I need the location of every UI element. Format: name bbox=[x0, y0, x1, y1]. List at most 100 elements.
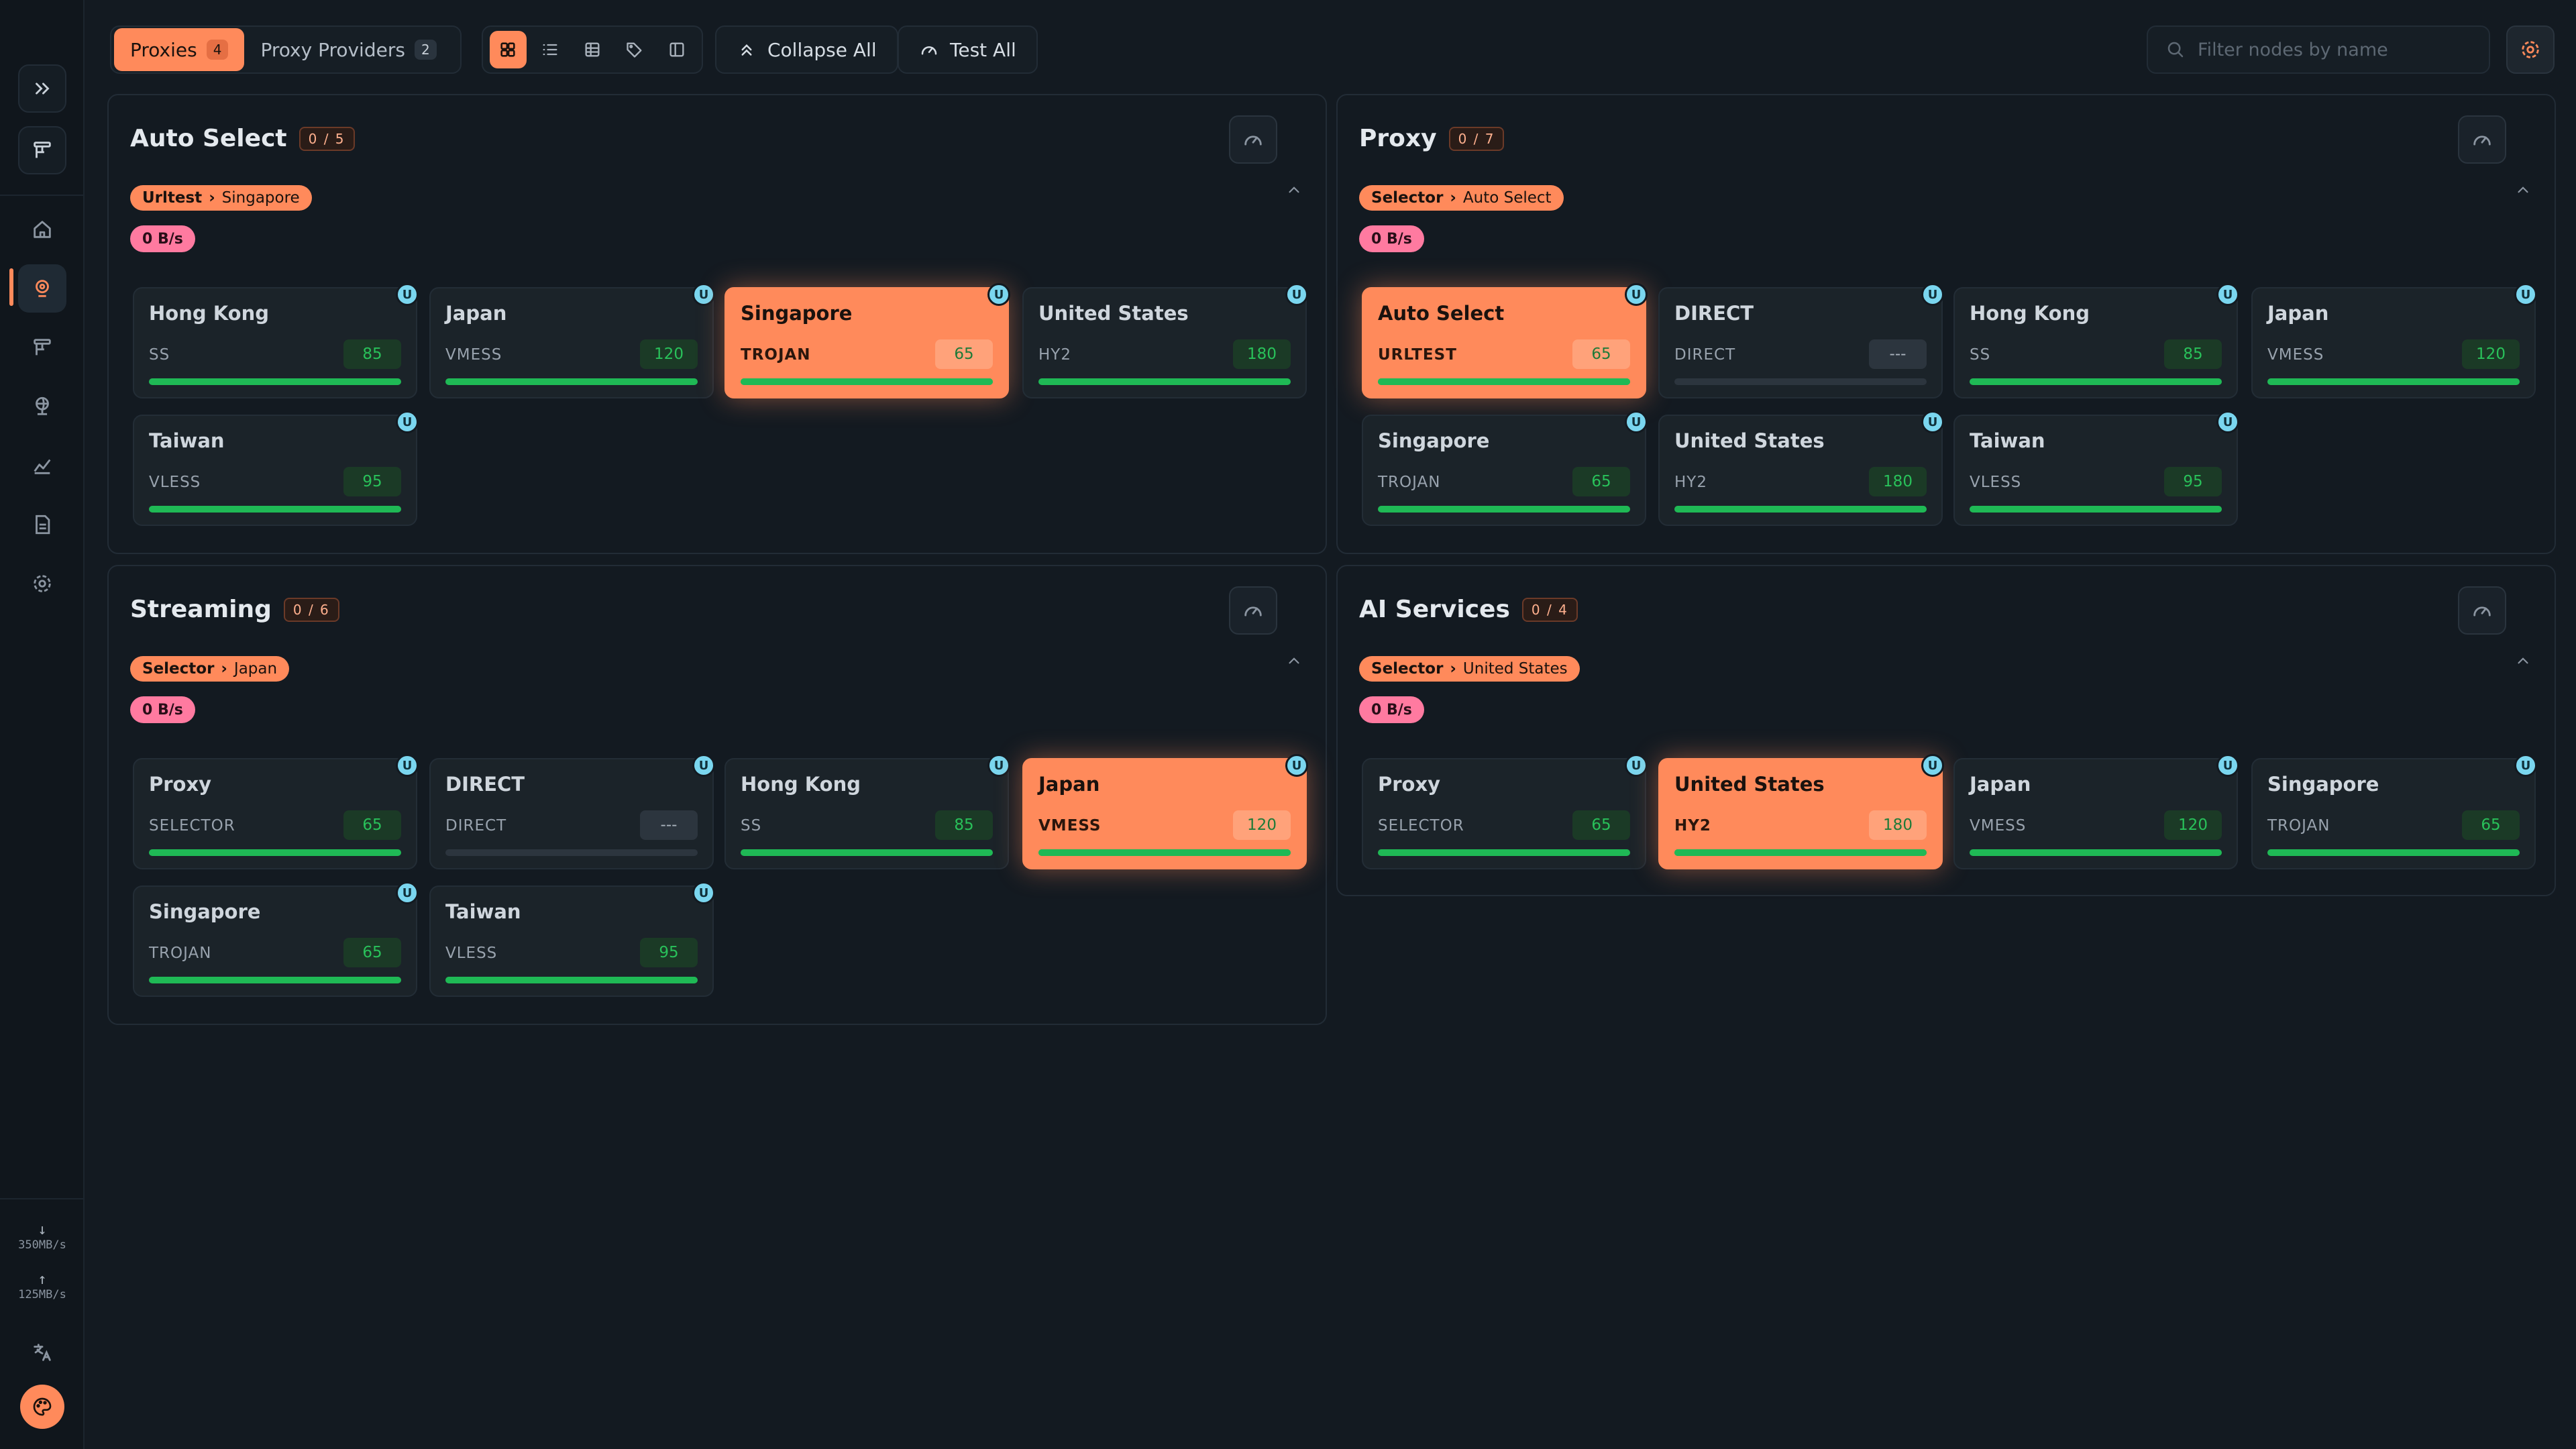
latency-badge[interactable]: --- bbox=[1869, 339, 1927, 369]
search-input[interactable] bbox=[2198, 39, 2471, 60]
latency-bar bbox=[1674, 506, 1927, 513]
group-proxy: Proxy 0 / 7 Selector › Auto Select 0 B/s… bbox=[1336, 94, 2556, 554]
language-icon[interactable] bbox=[18, 1334, 66, 1371]
speedometer-icon bbox=[2473, 136, 2491, 146]
proxy-node-card[interactable]: Taiwan VLESS 95 U bbox=[429, 881, 715, 997]
latency-badge[interactable]: --- bbox=[640, 810, 698, 840]
test-all-button[interactable]: Test All bbox=[898, 25, 1038, 74]
expand-icon[interactable] bbox=[18, 64, 66, 113]
group-name: Streaming bbox=[130, 596, 272, 623]
table-view-icon[interactable] bbox=[574, 31, 611, 68]
collapse-all-button[interactable]: Collapse All bbox=[715, 25, 898, 74]
latency-bar bbox=[1038, 849, 1291, 856]
latency-badge[interactable]: 120 bbox=[2164, 810, 2222, 840]
proxies-icon[interactable] bbox=[18, 264, 66, 313]
proxy-node-card[interactable]: Taiwan VLESS 95 U bbox=[1953, 411, 2239, 526]
grid-view-icon[interactable] bbox=[490, 31, 527, 68]
rules-icon[interactable] bbox=[18, 323, 66, 372]
latency-badge[interactable]: 85 bbox=[935, 810, 993, 840]
latency-badge[interactable]: 180 bbox=[1233, 339, 1291, 369]
chevron-up-icon[interactable] bbox=[2513, 651, 2533, 671]
test-latency-button[interactable] bbox=[2458, 115, 2506, 164]
latency-badge[interactable]: 65 bbox=[2462, 810, 2520, 840]
latency-badge[interactable]: 95 bbox=[640, 938, 698, 967]
latency-badge[interactable]: 65 bbox=[935, 339, 993, 369]
proxy-node-card[interactable]: Proxy SELECTOR 65 U bbox=[133, 754, 419, 869]
node-type: SELECTOR bbox=[1378, 817, 1464, 835]
latency-badge[interactable]: 65 bbox=[1572, 810, 1630, 840]
udp-badge: U bbox=[2216, 283, 2239, 306]
list-view-icon[interactable] bbox=[532, 31, 569, 68]
proxy-node-card[interactable]: Hong Kong SS 85 U bbox=[724, 754, 1010, 869]
latency-badge[interactable]: 120 bbox=[640, 339, 698, 369]
test-latency-button[interactable] bbox=[1229, 586, 1277, 635]
proxy-node-card[interactable]: Singapore TROJAN 65 U bbox=[133, 881, 419, 997]
proxy-node-card[interactable]: DIRECT DIRECT --- U bbox=[1658, 283, 1944, 398]
test-latency-button[interactable] bbox=[1229, 115, 1277, 164]
proxy-node-card[interactable]: Singapore TROJAN 65 U bbox=[2251, 754, 2537, 869]
latency-badge[interactable]: 65 bbox=[1572, 467, 1630, 496]
udp-badge: U bbox=[692, 881, 715, 904]
home-icon[interactable] bbox=[18, 205, 66, 254]
proxy-node-card[interactable]: Hong Kong SS 85 U bbox=[133, 283, 419, 398]
palette-icon[interactable] bbox=[20, 1385, 64, 1429]
latency-badge[interactable]: 65 bbox=[343, 810, 401, 840]
latency-bar bbox=[2267, 378, 2520, 385]
node-type: VLESS bbox=[149, 474, 201, 491]
latency-bar bbox=[149, 506, 401, 513]
sidebar-layout-icon[interactable] bbox=[658, 31, 695, 68]
proxy-node-card[interactable]: Singapore TROJAN 65 U bbox=[724, 283, 1010, 398]
proxy-node-card[interactable]: Taiwan VLESS 95 U bbox=[133, 411, 419, 526]
latency-badge[interactable]: 120 bbox=[2462, 339, 2520, 369]
proxy-node-card[interactable]: Auto Select URLTEST 65 U bbox=[1362, 283, 1648, 398]
node-type: TROJAN bbox=[1378, 474, 1441, 491]
node-name: Singapore bbox=[149, 900, 261, 923]
page-settings-button[interactable] bbox=[2506, 25, 2555, 74]
proxy-node-card[interactable]: Japan VMESS 120 U bbox=[1953, 754, 2239, 869]
latency-badge[interactable]: 65 bbox=[1572, 339, 1630, 369]
latency-badge[interactable]: 85 bbox=[2164, 339, 2222, 369]
proxy-node-card[interactable]: United States HY2 180 U bbox=[1022, 283, 1308, 398]
speedometer-icon bbox=[1244, 136, 1262, 146]
latency-bar-fill bbox=[1970, 506, 2222, 513]
udp-badge: U bbox=[1625, 754, 1648, 777]
latency-bar bbox=[2267, 849, 2520, 856]
traffic-icon[interactable] bbox=[18, 441, 66, 490]
group-streaming: Streaming 0 / 6 Selector › Japan 0 B/s P… bbox=[107, 565, 1327, 1025]
latency-badge[interactable]: 95 bbox=[343, 467, 401, 496]
latency-badge[interactable]: 65 bbox=[343, 938, 401, 967]
proxy-node-card[interactable]: Hong Kong SS 85 U bbox=[1953, 283, 2239, 398]
chevron-up-icon[interactable] bbox=[1284, 180, 1304, 200]
tag-view-icon[interactable] bbox=[616, 31, 653, 68]
proxy-node-card[interactable]: Japan VMESS 120 U bbox=[429, 283, 715, 398]
chevron-up-icon[interactable] bbox=[1284, 651, 1304, 671]
test-latency-button[interactable] bbox=[2458, 586, 2506, 635]
settings-icon[interactable] bbox=[18, 559, 66, 608]
proxy-node-card[interactable]: United States HY2 180 U bbox=[1658, 411, 1944, 526]
connections-icon[interactable] bbox=[18, 382, 66, 431]
chevron-up-icon[interactable] bbox=[2513, 180, 2533, 200]
proxy-node-card[interactable]: Proxy SELECTOR 65 U bbox=[1362, 754, 1648, 869]
tab-proxies[interactable]: Proxies 4 bbox=[114, 28, 245, 71]
latency-badge[interactable]: 120 bbox=[1233, 810, 1291, 840]
proxy-node-card[interactable]: United States HY2 180 U bbox=[1658, 754, 1944, 869]
latency-badge[interactable]: 180 bbox=[1869, 810, 1927, 840]
node-type: DIRECT bbox=[445, 817, 507, 835]
udp-badge: U bbox=[987, 754, 1010, 777]
latency-badge[interactable]: 85 bbox=[343, 339, 401, 369]
logs-icon[interactable] bbox=[18, 500, 66, 549]
latency-badge[interactable]: 95 bbox=[2164, 467, 2222, 496]
latency-bar-fill bbox=[2267, 378, 2520, 385]
proxy-node-card[interactable]: Japan VMESS 120 U bbox=[1022, 754, 1308, 869]
latency-bar-fill bbox=[2267, 849, 2520, 856]
chevron-right-icon: › bbox=[1450, 189, 1456, 207]
proxy-node-card[interactable]: Japan VMESS 120 U bbox=[2251, 283, 2537, 398]
node-type: VLESS bbox=[1970, 474, 2022, 491]
node-name: Singapore bbox=[1378, 429, 1490, 452]
proxy-node-card[interactable]: DIRECT DIRECT --- U bbox=[429, 754, 715, 869]
tab-proxy-providers[interactable]: Proxy Providers 2 bbox=[244, 28, 452, 71]
node-name: Singapore bbox=[2267, 773, 2379, 796]
latency-bar bbox=[1038, 378, 1291, 385]
proxy-node-card[interactable]: Singapore TROJAN 65 U bbox=[1362, 411, 1648, 526]
latency-badge[interactable]: 180 bbox=[1869, 467, 1927, 496]
